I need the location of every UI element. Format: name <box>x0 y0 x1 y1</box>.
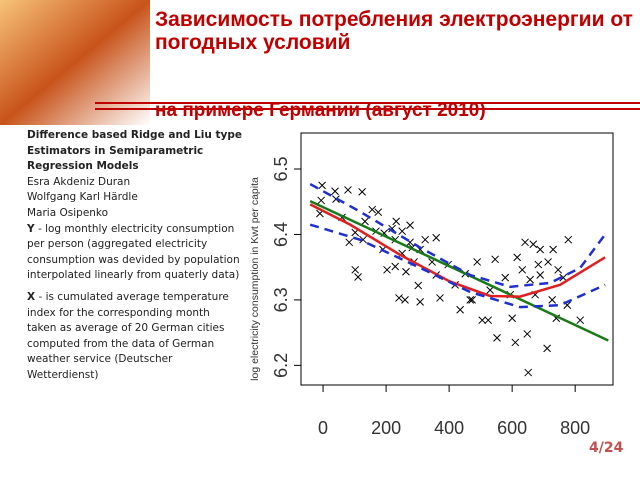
point <box>436 294 444 302</box>
x-tick-label: 0 <box>318 418 328 438</box>
point <box>391 262 400 271</box>
title: Зависимость потребления электроэнергии о… <box>155 8 633 54</box>
paper: X - is cumulated average temperature ind… <box>27 290 242 384</box>
point <box>358 188 366 196</box>
symbol: X <box>27 290 36 303</box>
plot-frame <box>300 132 614 386</box>
symbol: Y <box>27 222 35 235</box>
header-photo <box>0 0 150 125</box>
point <box>529 240 538 249</box>
point <box>524 368 533 377</box>
x-tick-label: 800 <box>560 418 590 438</box>
point <box>368 205 377 214</box>
point <box>478 316 487 325</box>
point <box>493 334 501 342</box>
fit-line <box>309 199 609 342</box>
point <box>544 258 552 266</box>
point <box>361 217 369 226</box>
y-tick-label: 6.4 <box>271 222 291 247</box>
point <box>392 217 401 226</box>
point <box>351 265 360 274</box>
point <box>359 235 367 244</box>
point <box>416 298 424 306</box>
y-tick-label: 6.2 <box>271 353 291 378</box>
point <box>521 238 529 247</box>
point <box>534 260 543 269</box>
point <box>508 314 517 323</box>
point <box>559 273 568 282</box>
paper: Difference based Ridge and Liu type Esti… <box>27 128 242 284</box>
point <box>383 265 391 274</box>
point <box>374 208 383 217</box>
point <box>318 181 326 190</box>
point <box>576 316 585 325</box>
point <box>484 316 493 325</box>
point <box>501 273 510 282</box>
x-description: - is cumulated average temperature index… <box>27 290 229 381</box>
y-description: - log monthly electricity consumption pe… <box>27 222 240 282</box>
author: Maria Osipenko <box>27 206 109 219</box>
x-tick-label: 200 <box>371 418 401 438</box>
y-tick-label: 6.5 <box>271 156 291 181</box>
y-axis-label: log electricity consumption in Kwt per c… <box>249 177 261 381</box>
point <box>549 245 557 254</box>
point <box>564 235 573 244</box>
fit-line <box>309 182 607 289</box>
point <box>402 267 410 276</box>
fit-line <box>309 223 606 309</box>
point <box>456 305 465 314</box>
point <box>406 221 414 230</box>
author: Esra Akdeniz Duran <box>27 175 131 188</box>
page-number: 4/24 <box>589 440 624 456</box>
fit-line <box>309 203 606 298</box>
point <box>345 238 354 247</box>
paper-title: Difference based Ridge and Liu type Esti… <box>27 129 243 173</box>
subtitle: на примере Германии (август 2010) <box>155 100 486 121</box>
point <box>401 296 409 304</box>
point <box>536 245 545 254</box>
x-tick-label: 600 <box>497 418 527 438</box>
x-tick-label: 400 <box>434 418 464 438</box>
description: Difference based Ridge and Liu type Esti… <box>27 128 242 390</box>
point <box>466 296 475 304</box>
point <box>354 273 362 281</box>
point <box>518 265 527 274</box>
point <box>414 281 423 290</box>
point <box>511 338 520 347</box>
point <box>548 296 557 304</box>
point <box>398 227 407 236</box>
point <box>432 233 441 242</box>
point <box>536 271 545 279</box>
point <box>513 253 522 262</box>
point <box>554 265 563 274</box>
point <box>317 196 326 205</box>
author: Wolfgang Karl Härdle <box>27 191 138 204</box>
point <box>491 255 499 264</box>
point <box>523 330 532 338</box>
point <box>468 296 476 304</box>
point <box>395 294 403 302</box>
point <box>473 258 482 266</box>
point <box>486 286 494 294</box>
point <box>332 195 340 203</box>
y-tick-label: 6.3 <box>271 287 291 312</box>
point <box>421 235 430 244</box>
point <box>543 344 551 353</box>
point <box>331 187 339 196</box>
point <box>526 275 534 284</box>
point <box>344 186 352 194</box>
